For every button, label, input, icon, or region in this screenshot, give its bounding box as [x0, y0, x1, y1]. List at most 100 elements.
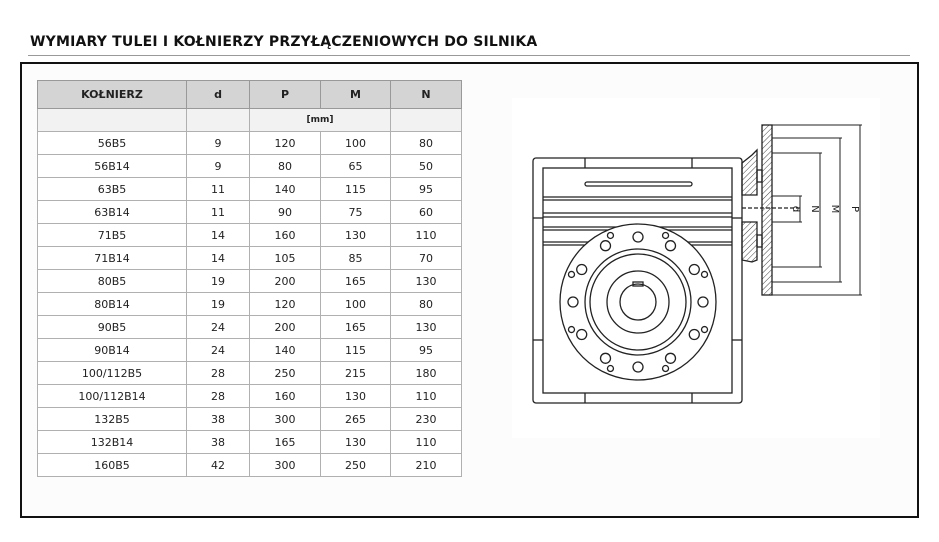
table-cell: 130 — [390, 269, 462, 293]
table-cell: 215 — [320, 361, 391, 385]
table-cell: 140 — [249, 338, 321, 362]
table-cell: 132B5 — [37, 407, 187, 431]
table-cell: 200 — [249, 315, 321, 339]
table-cell: 19 — [186, 269, 250, 293]
table-cell: 65 — [320, 154, 391, 178]
table-cell: 38 — [186, 407, 250, 431]
bolt-hole — [567, 296, 579, 308]
table-cell: 11 — [186, 177, 250, 201]
table-cell: 250 — [249, 361, 321, 385]
table-cell: 80B14 — [37, 292, 187, 316]
bolt-hole — [664, 240, 677, 252]
table-cell: 100/112B5 — [37, 361, 187, 385]
table-cell: 110 — [390, 223, 462, 247]
table-cell: 75 — [320, 200, 391, 224]
table-cell: 90 — [249, 200, 321, 224]
bolt-hole — [599, 240, 612, 252]
table-cell: 100 — [320, 131, 391, 155]
table-cell: 100 — [320, 292, 391, 316]
table-cell: 140 — [249, 177, 321, 201]
table-row: 63B5 11 140 115 95 — [37, 177, 462, 201]
title-divider — [28, 55, 910, 56]
table-cell: 115 — [320, 177, 391, 201]
table-cell: 56B5 — [37, 131, 187, 155]
table-cell: 95 — [390, 338, 462, 362]
table-cell: 115 — [320, 338, 391, 362]
table-cell: 130 — [320, 223, 391, 247]
column-header: M — [320, 80, 391, 109]
table-row: 132B5 38 300 265 230 — [37, 407, 462, 431]
screw — [700, 325, 709, 334]
table-cell: 160B5 — [37, 453, 187, 477]
column-header: d — [186, 80, 250, 109]
table-cell: 85 — [320, 246, 391, 270]
bolt-hole — [632, 361, 644, 373]
table-cell: 100/112B14 — [37, 384, 187, 408]
screw — [661, 364, 670, 373]
table-cell: 210 — [390, 453, 462, 477]
table-row: 132B14 38 165 130 110 — [37, 430, 462, 454]
bolt-hole — [632, 231, 644, 243]
table-cell: 160 — [249, 223, 321, 247]
bolt-hole — [688, 263, 700, 276]
table-cell: 120 — [249, 131, 321, 155]
dimension-lines — [772, 124, 862, 296]
table-row: 80B14 19 120 100 80 — [37, 292, 462, 316]
housing — [532, 157, 743, 404]
column-header: KOŁNIERZ — [37, 80, 187, 109]
table-row: 80B5 19 200 165 130 — [37, 269, 462, 293]
label-d: d — [790, 206, 801, 212]
screw — [661, 231, 670, 240]
screw — [567, 325, 576, 334]
table-cell: 80B5 — [37, 269, 187, 293]
table-cell: 14 — [186, 246, 250, 270]
table-cell: 9 — [186, 154, 250, 178]
table-cell: 56B14 — [37, 154, 187, 178]
table-cell: 71B5 — [37, 223, 187, 247]
table-row: 71B14 14 105 85 70 — [37, 246, 462, 270]
table-cell: 200 — [249, 269, 321, 293]
label-p: P — [849, 206, 860, 212]
table-cell: 11 — [186, 200, 250, 224]
flange — [741, 124, 800, 296]
table-row: 71B5 14 160 130 110 — [37, 223, 462, 247]
table-row: 100/112B5 28 250 215 180 — [37, 361, 462, 385]
bolt-hole — [664, 352, 677, 364]
table-cell: 24 — [186, 338, 250, 362]
table-cell: 300 — [249, 407, 321, 431]
bolt-hole — [688, 328, 700, 341]
table-row: 63B14 11 90 75 60 — [37, 200, 462, 224]
unit-row: [mm] — [37, 108, 462, 132]
table-row: 90B5 24 200 165 130 — [37, 315, 462, 339]
table-cell: 70 — [390, 246, 462, 270]
table-cell: 132B14 — [37, 430, 187, 454]
table-cell: 14 — [186, 223, 250, 247]
table-cell: 130 — [390, 315, 462, 339]
bolt-hole — [697, 296, 709, 308]
table-cell: 28 — [186, 384, 250, 408]
screw — [567, 270, 576, 279]
table-cell: 105 — [249, 246, 321, 270]
table-cell: 165 — [320, 315, 391, 339]
table-cell: 90B5 — [37, 315, 187, 339]
column-header: P — [249, 80, 321, 109]
label-n: N — [809, 205, 820, 212]
table-cell: 265 — [320, 407, 391, 431]
table-row: 56B5 9 120 100 80 — [37, 131, 462, 155]
screw — [606, 364, 615, 373]
bolt-hole — [576, 263, 588, 276]
table-cell: 130 — [320, 384, 391, 408]
table-cell: 24 — [186, 315, 250, 339]
page-title: WYMIARY TULEI I KOŁNIERZY PRZYŁĄCZENIOWY… — [30, 34, 538, 50]
table-cell: 80 — [249, 154, 321, 178]
table-cell: 180 — [390, 361, 462, 385]
table-cell: 250 — [320, 453, 391, 477]
wheel — [559, 223, 717, 381]
table-cell: 110 — [390, 384, 462, 408]
table-row: 56B14 9 80 65 50 — [37, 154, 462, 178]
table-cell: 165 — [320, 269, 391, 293]
table-cell: 60 — [390, 200, 462, 224]
table-cell: 95 — [390, 177, 462, 201]
table-row: 100/112B14 28 160 130 110 — [37, 384, 462, 408]
table-cell: 110 — [390, 430, 462, 454]
